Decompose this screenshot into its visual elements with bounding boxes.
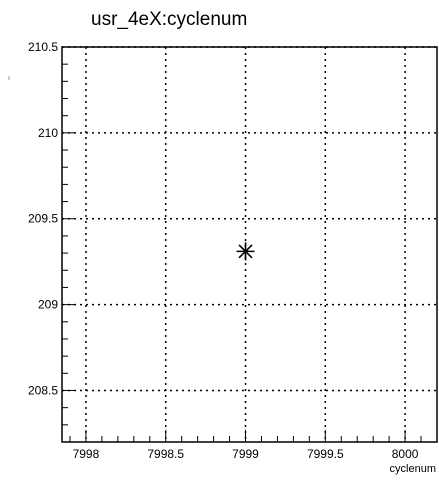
x-tick-label: 7998 (73, 447, 100, 461)
y-tick-label: 209.5 (28, 212, 58, 226)
y-tick-label: 210.5 (28, 40, 58, 54)
chart-title: usr_4eX:cyclenum (91, 9, 247, 30)
x-tick-label: 8000 (392, 447, 419, 461)
x-axis-title: cyclenum (390, 463, 436, 475)
x-axis: 7998 7998.5 7999 7999.5 8000 (69, 430, 438, 461)
y-axis: 208.5 209 209.5 210 210.5 (28, 40, 74, 443)
plot-frame (61, 46, 438, 443)
y-tick-label: 209 (38, 298, 58, 312)
y-tick-label: 208.5 (28, 383, 58, 397)
data-point (236, 242, 255, 261)
x-tick-label: 7998.5 (147, 447, 184, 461)
y-tick-label: 210 (38, 126, 58, 140)
x-tick-label: 7999.5 (307, 447, 344, 461)
x-tick-label: 7999 (232, 447, 259, 461)
data-points (236, 242, 255, 261)
grid-lines (62, 46, 437, 442)
